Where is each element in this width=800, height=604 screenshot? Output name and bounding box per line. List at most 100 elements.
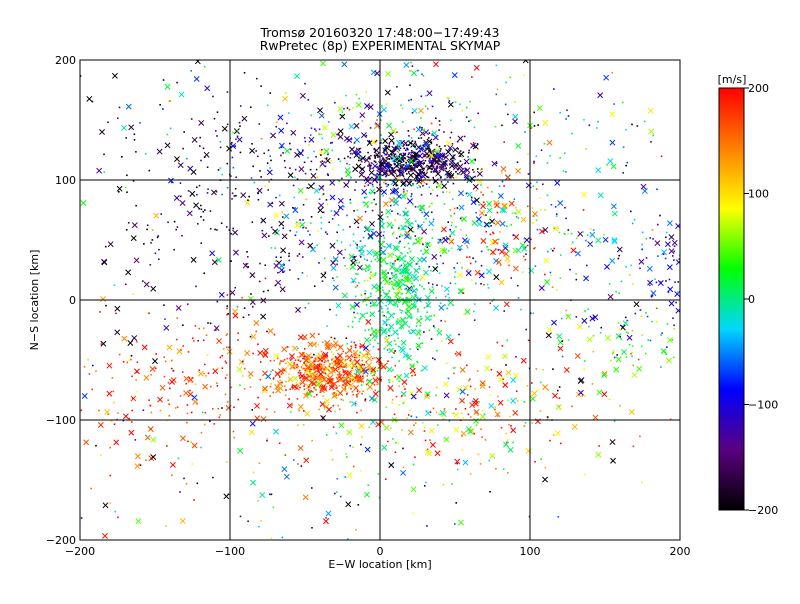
data-point-dot [289, 229, 292, 232]
data-point-dot [226, 162, 229, 165]
data-point-dot [500, 426, 503, 429]
data-point-dot [284, 92, 287, 94]
data-point-dot [321, 114, 324, 117]
y-tick-label: −200 [46, 534, 76, 547]
data-point-cross [130, 235, 137, 242]
data-point-cross [443, 436, 450, 443]
data-point-dot [464, 407, 467, 410]
data-point-cross [248, 429, 255, 436]
data-point-cross [134, 463, 141, 470]
data-point-dot [389, 379, 392, 381]
data-point-dot [466, 268, 469, 271]
data-point-cross [265, 373, 272, 380]
data-point-cross [278, 127, 285, 134]
data-point-dot [404, 255, 407, 257]
data-point-dot [400, 278, 403, 281]
data-point-dot [335, 491, 338, 493]
data-point-dot [402, 158, 404, 161]
data-point-dot [388, 143, 391, 145]
data-point-dot [530, 238, 532, 241]
data-point-dot [421, 285, 423, 288]
data-point-dot [413, 242, 416, 244]
data-point-cross [289, 353, 295, 360]
data-point-cross [421, 228, 428, 235]
data-point-dot [569, 268, 571, 271]
data-point-dot [398, 147, 401, 150]
data-point-dot [502, 468, 505, 471]
data-point-dot [351, 390, 354, 393]
data-points [80, 60, 680, 540]
data-point-dot [345, 352, 347, 354]
data-point-dot [226, 91, 229, 93]
data-point-dot [631, 351, 633, 354]
data-point-cross [650, 290, 657, 297]
data-point-dot [496, 341, 499, 344]
data-point-cross [86, 95, 93, 102]
data-point-dot [318, 408, 320, 411]
data-point-dot [411, 374, 413, 377]
data-point-cross [500, 166, 507, 172]
data-point-dot [439, 302, 442, 304]
data-point-dot [219, 414, 222, 416]
data-point-dot [379, 277, 382, 280]
data-point-dot [359, 155, 361, 158]
data-point-dot [380, 139, 383, 142]
data-point-cross [410, 302, 417, 309]
data-point-cross [502, 353, 508, 360]
data-point-cross [81, 393, 88, 399]
data-point-dot [465, 116, 468, 118]
data-point-dot [482, 211, 485, 213]
data-point-cross [330, 259, 337, 266]
data-point-dot [468, 256, 471, 258]
data-point-cross [411, 287, 418, 294]
data-point-dot [566, 314, 569, 317]
data-point-dot [327, 174, 329, 177]
data-point-dot [488, 248, 490, 251]
data-point-dot [113, 284, 116, 286]
data-point-cross [291, 345, 298, 352]
data-point-dot [648, 284, 651, 287]
data-point-dot [494, 408, 496, 411]
data-point-dot [232, 131, 234, 134]
data-point-dot [270, 226, 273, 229]
data-point-dot [408, 301, 410, 303]
data-point-dot [443, 131, 445, 133]
data-point-dot [117, 191, 120, 193]
data-point-dot [190, 411, 193, 414]
data-point-cross [335, 302, 342, 309]
data-point-dot [396, 298, 399, 300]
data-point-dot [473, 319, 476, 321]
data-point-dot [394, 304, 396, 307]
data-point-cross [294, 73, 300, 80]
data-point-dot [632, 345, 634, 348]
data-point-dot [621, 101, 624, 104]
data-point-cross [96, 167, 103, 174]
data-point-dot [355, 528, 357, 531]
data-point-dot [409, 84, 411, 87]
data-point-dot [118, 106, 121, 109]
data-point-dot [267, 189, 270, 191]
data-point-cross [325, 344, 332, 351]
data-point-cross [405, 288, 412, 295]
data-point-dot [552, 368, 554, 370]
data-point-cross [431, 130, 438, 137]
data-point-dot [453, 372, 455, 375]
data-point-cross [133, 257, 140, 264]
data-point-dot [203, 363, 206, 366]
data-point-dot [412, 184, 414, 186]
data-point-dot [330, 351, 333, 353]
data-point-cross [364, 349, 371, 356]
data-point-dot [388, 146, 391, 148]
data-point-dot [388, 334, 390, 337]
data-point-dot [456, 468, 459, 471]
data-point-cross [128, 124, 135, 131]
data-point-dot [302, 226, 304, 229]
data-point-dot [523, 237, 525, 240]
data-point-dot [507, 176, 509, 178]
data-point-dot [325, 373, 327, 376]
data-point-dot [333, 279, 335, 282]
data-point-dot [403, 401, 405, 403]
data-point-dot [281, 536, 284, 539]
data-point-cross [400, 469, 407, 476]
data-point-cross [609, 257, 616, 264]
